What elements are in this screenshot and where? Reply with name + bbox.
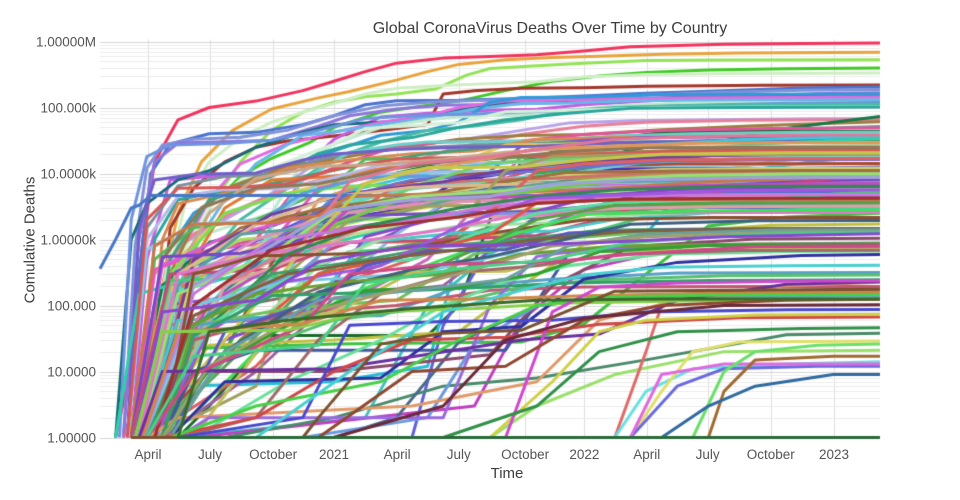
- y-tick-label: 1.00000M: [35, 34, 96, 49]
- x-tick-label: October: [249, 447, 298, 462]
- x-tick-label: October: [746, 447, 795, 462]
- chart-title: Global CoronaVirus Deaths Over Time by C…: [372, 20, 728, 37]
- x-tick-label: July: [695, 447, 720, 462]
- y-tick-label: 100.000: [47, 298, 96, 313]
- y-tick-label: 100.000k: [40, 100, 96, 115]
- x-tick-label: April: [633, 447, 661, 462]
- x-tick-label: April: [134, 447, 162, 462]
- y-tick-label: 1.00000k: [40, 232, 96, 247]
- y-tick-label: 10.0000: [47, 364, 96, 379]
- x-tick-label: July: [446, 447, 471, 462]
- x-tick-label: 2021: [318, 447, 350, 462]
- x-axis-title: Time: [490, 465, 524, 482]
- y-tick-label: 1.00000: [47, 430, 96, 445]
- x-tick-label: April: [383, 447, 411, 462]
- x-tick-label: October: [501, 447, 550, 462]
- x-tick-label: July: [197, 447, 222, 462]
- x-tick-label: 2022: [569, 447, 600, 462]
- x-tick-label: 2023: [818, 447, 849, 462]
- y-tick-label: 10.0000k: [40, 166, 96, 181]
